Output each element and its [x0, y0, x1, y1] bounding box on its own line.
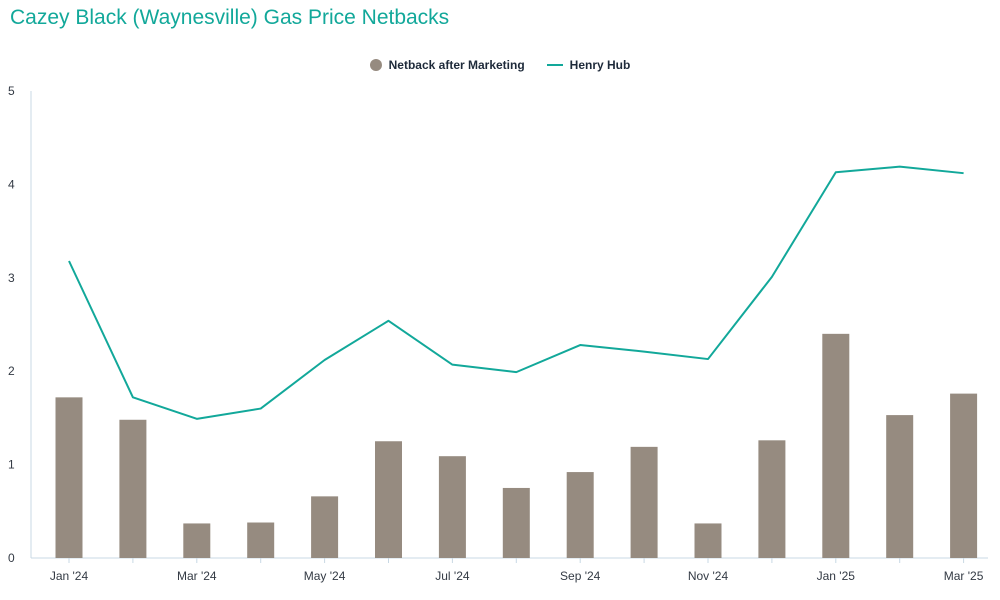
- chart-title: Cazey Black (Waynesville) Gas Price Netb…: [10, 6, 450, 29]
- line-henry-hub[interactable]: [68, 165, 964, 420]
- point-henry-hub[interactable]: [194, 416, 200, 422]
- point-henry-hub[interactable]: [322, 357, 328, 363]
- bar-netback[interactable]: [438, 456, 466, 558]
- legend-swatch-netback: [369, 59, 382, 71]
- x-tick-label: Sep '24: [560, 569, 601, 583]
- x-tick-label: May '24: [304, 569, 346, 583]
- y-tick-label: 1: [8, 458, 15, 472]
- bar-netback[interactable]: [119, 419, 147, 558]
- x-tick-label: Mar '25: [944, 569, 984, 583]
- bar-netback[interactable]: [566, 472, 594, 558]
- point-henry-hub[interactable]: [833, 169, 839, 175]
- bar-netback[interactable]: [822, 333, 850, 558]
- point-henry-hub[interactable]: [769, 274, 775, 280]
- bar-netback[interactable]: [55, 397, 83, 558]
- point-henry-hub[interactable]: [513, 369, 519, 375]
- bar-netback[interactable]: [694, 523, 722, 558]
- bar-netback[interactable]: [311, 496, 339, 558]
- bar-netback[interactable]: [183, 523, 211, 558]
- x-tick-label: Nov '24: [688, 569, 729, 583]
- point-henry-hub[interactable]: [66, 258, 72, 264]
- point-henry-hub[interactable]: [258, 406, 264, 412]
- y-tick-label: 0: [8, 551, 15, 565]
- bar-netback[interactable]: [950, 393, 978, 558]
- bar-netback[interactable]: [502, 487, 530, 558]
- point-henry-hub[interactable]: [577, 342, 583, 348]
- point-henry-hub[interactable]: [961, 170, 967, 176]
- point-henry-hub[interactable]: [897, 164, 903, 170]
- legend-swatch-henry-hub: [546, 64, 563, 66]
- x-tick-label: Jan '24: [50, 569, 89, 583]
- bar-netback[interactable]: [247, 522, 275, 558]
- x-tick-label: Mar '24: [177, 569, 217, 583]
- x-tick-label: Jan '25: [817, 569, 856, 583]
- point-henry-hub[interactable]: [641, 349, 647, 355]
- point-henry-hub[interactable]: [386, 318, 392, 324]
- y-tick-label: 4: [8, 177, 15, 191]
- bar-netback[interactable]: [758, 440, 786, 558]
- y-tick-label: 2: [8, 364, 15, 378]
- bar-netback[interactable]: [375, 441, 402, 558]
- point-henry-hub[interactable]: [130, 394, 136, 400]
- bar-netback[interactable]: [886, 415, 914, 558]
- bar-netback[interactable]: [630, 446, 658, 558]
- legend-label-henry-hub: Henry Hub: [569, 58, 631, 72]
- chart-legend: Netback after Marketing Henry Hub: [0, 58, 1000, 72]
- legend-item-netback[interactable]: Netback after Marketing: [369, 58, 525, 72]
- legend-item-henry-hub[interactable]: Henry Hub: [546, 58, 631, 72]
- legend-label-netback: Netback after Marketing: [388, 58, 525, 72]
- x-tick-label: Jul '24: [435, 569, 470, 583]
- point-henry-hub[interactable]: [705, 356, 711, 362]
- point-henry-hub[interactable]: [449, 362, 455, 368]
- y-tick-label: 5: [8, 84, 15, 98]
- y-tick-label: 3: [8, 271, 15, 285]
